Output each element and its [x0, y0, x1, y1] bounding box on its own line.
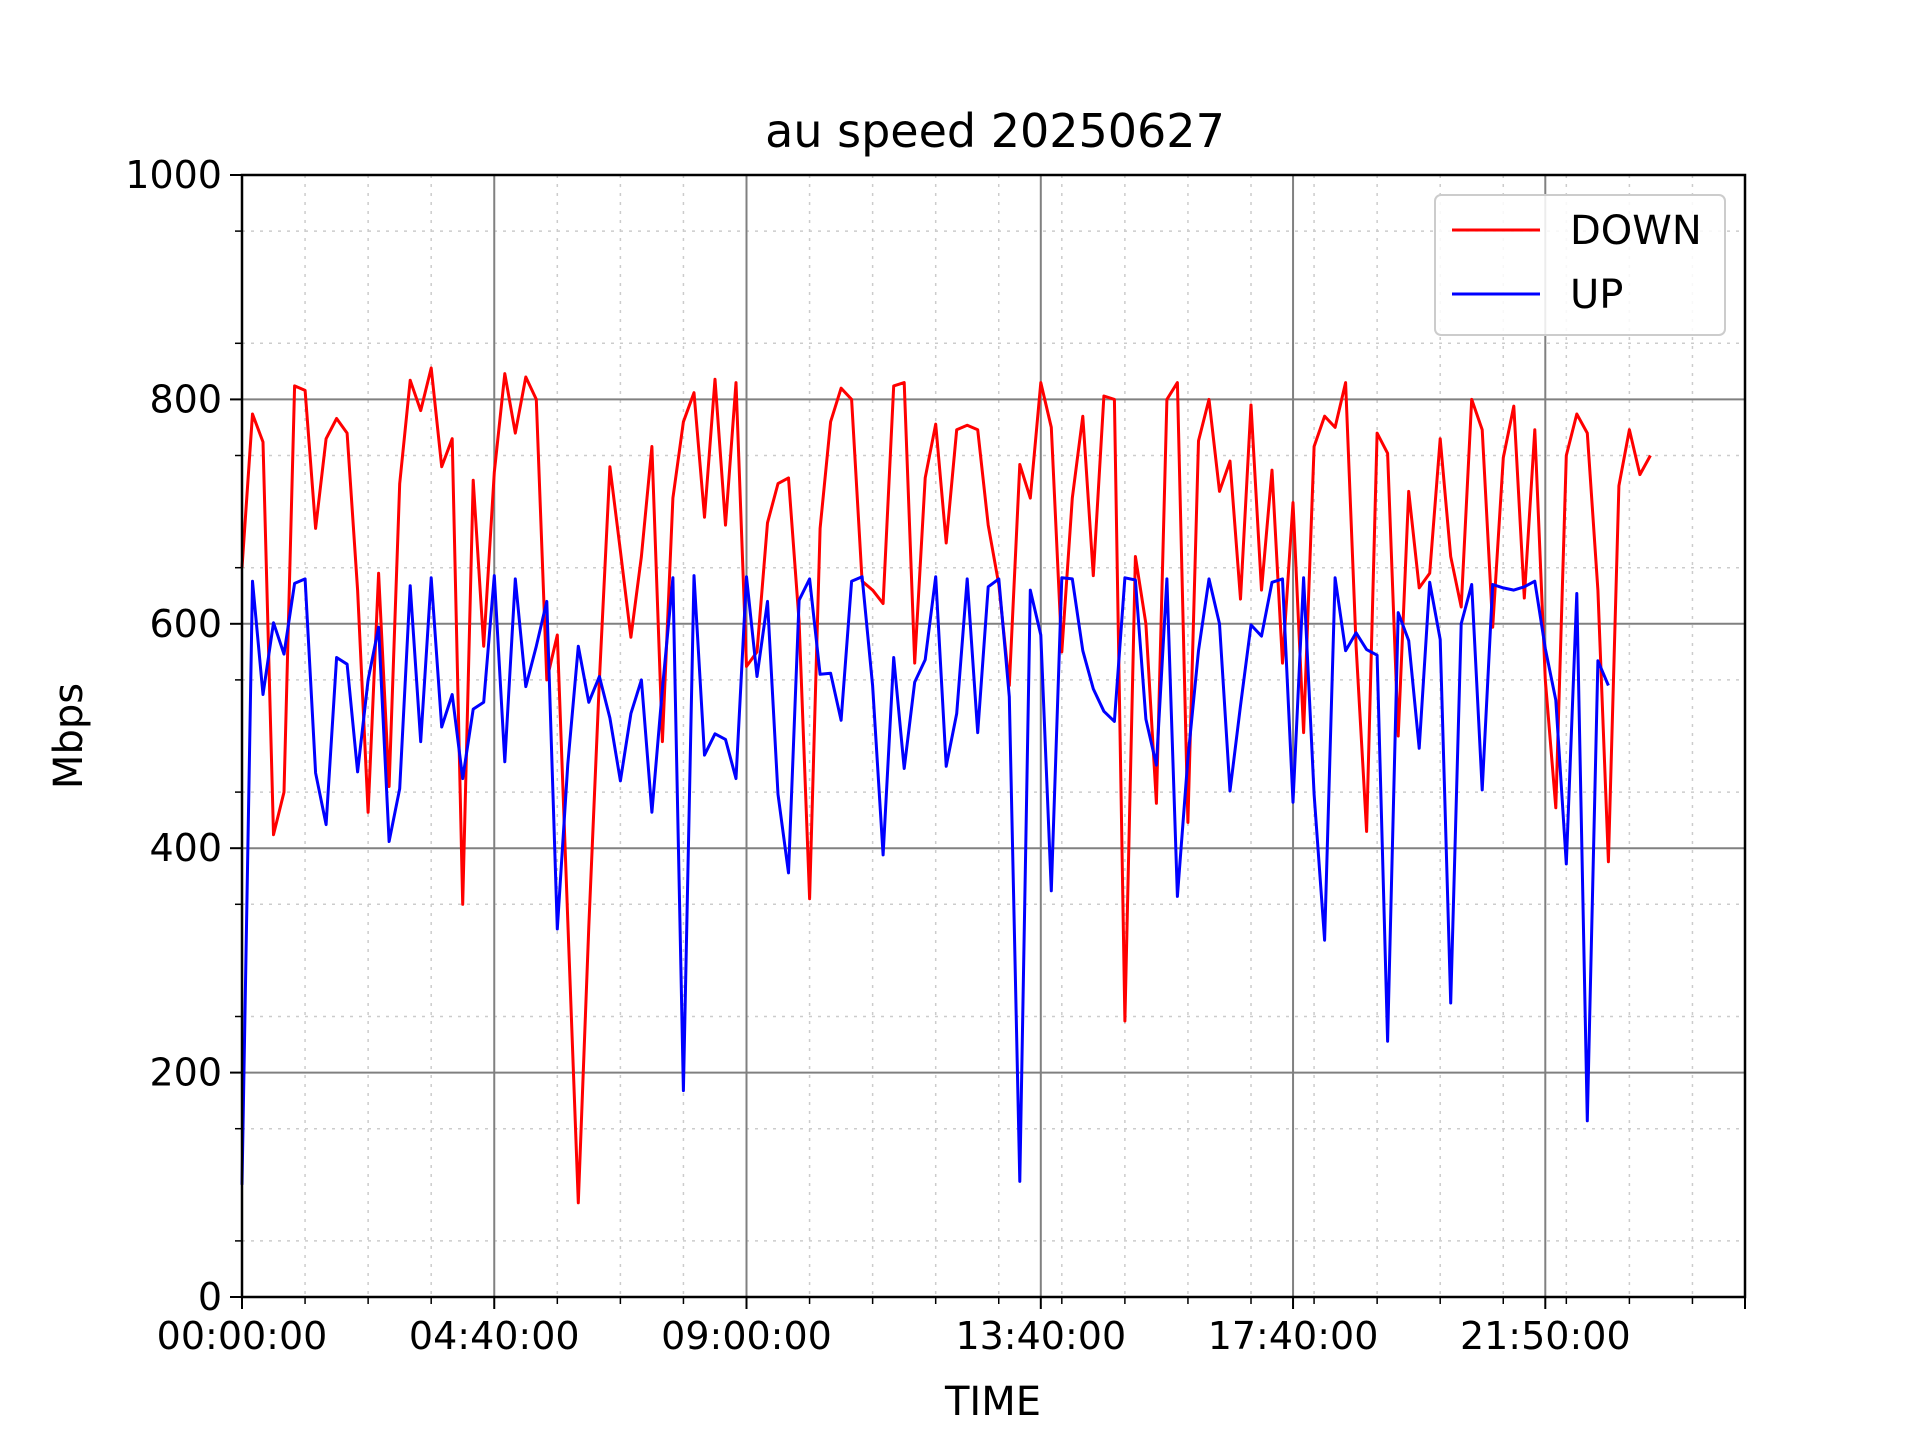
legend-label-up: UP [1570, 272, 1623, 318]
x-axis-ticks: 00:00:00 04:40:00 09:00:00 13:40:00 17:40:00… [157, 1297, 1746, 1358]
y-tick-label: 400 [149, 826, 222, 870]
x-tick-label: 13:40:00 [955, 1314, 1126, 1358]
y-tick-label: 800 [149, 377, 222, 421]
x-tick-label: 17:40:00 [1208, 1314, 1379, 1358]
legend: DOWN UP [1434, 194, 1726, 336]
y-tick-label: 1000 [125, 153, 222, 197]
legend-label-down: DOWN [1570, 208, 1702, 254]
minor-grid [242, 175, 1745, 1297]
y-axis-ticks: 0 200 400 600 800 1000 [125, 153, 242, 1319]
x-tick-label: 00:00:00 [157, 1314, 328, 1358]
major-grid [242, 175, 1745, 1297]
x-tick-label: 21:50:00 [1460, 1314, 1631, 1358]
y-tick-label: 0 [198, 1275, 222, 1319]
x-axis-label: TIME [944, 1379, 1041, 1425]
plot-frame [240, 173, 1747, 1299]
series-line-up [240, 574, 1610, 1185]
series-line-down [240, 366, 1652, 1205]
y-tick-label: 200 [149, 1051, 222, 1095]
chart-title: au speed 20250627 [765, 104, 1225, 158]
y-tick-label: 600 [149, 602, 222, 646]
x-tick-label: 04:40:00 [409, 1314, 580, 1358]
y-axis-label: Mbps [46, 683, 92, 789]
series-layer [240, 366, 1652, 1205]
x-tick-label: 09:00:00 [661, 1314, 832, 1358]
plot-area [242, 175, 1745, 1297]
